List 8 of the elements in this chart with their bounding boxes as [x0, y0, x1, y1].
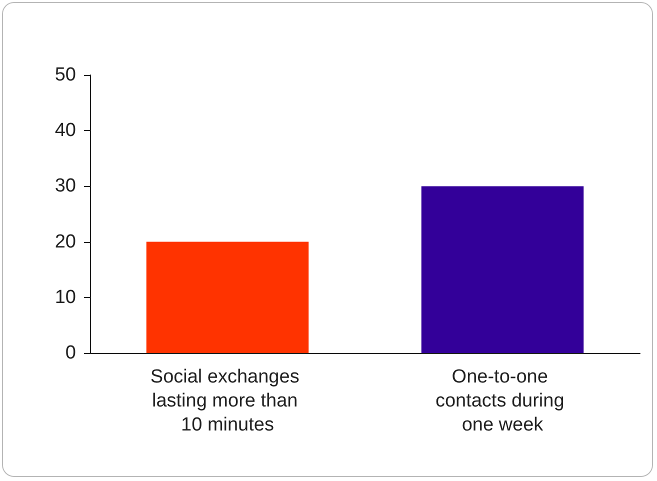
- y-tick-label: 0: [65, 342, 76, 364]
- x-tick-label: One-to-one contacts during one week: [435, 366, 570, 436]
- x-tick-label: Social exchanges lasting more than 10 minutes: [150, 366, 305, 436]
- y-tick-label: 20: [54, 231, 76, 252]
- y-tick-label: 30: [54, 176, 76, 197]
- y-tick-label: 40: [54, 120, 76, 142]
- y-tick-label: 10: [54, 286, 76, 308]
- y-tick-label: 50: [54, 64, 76, 86]
